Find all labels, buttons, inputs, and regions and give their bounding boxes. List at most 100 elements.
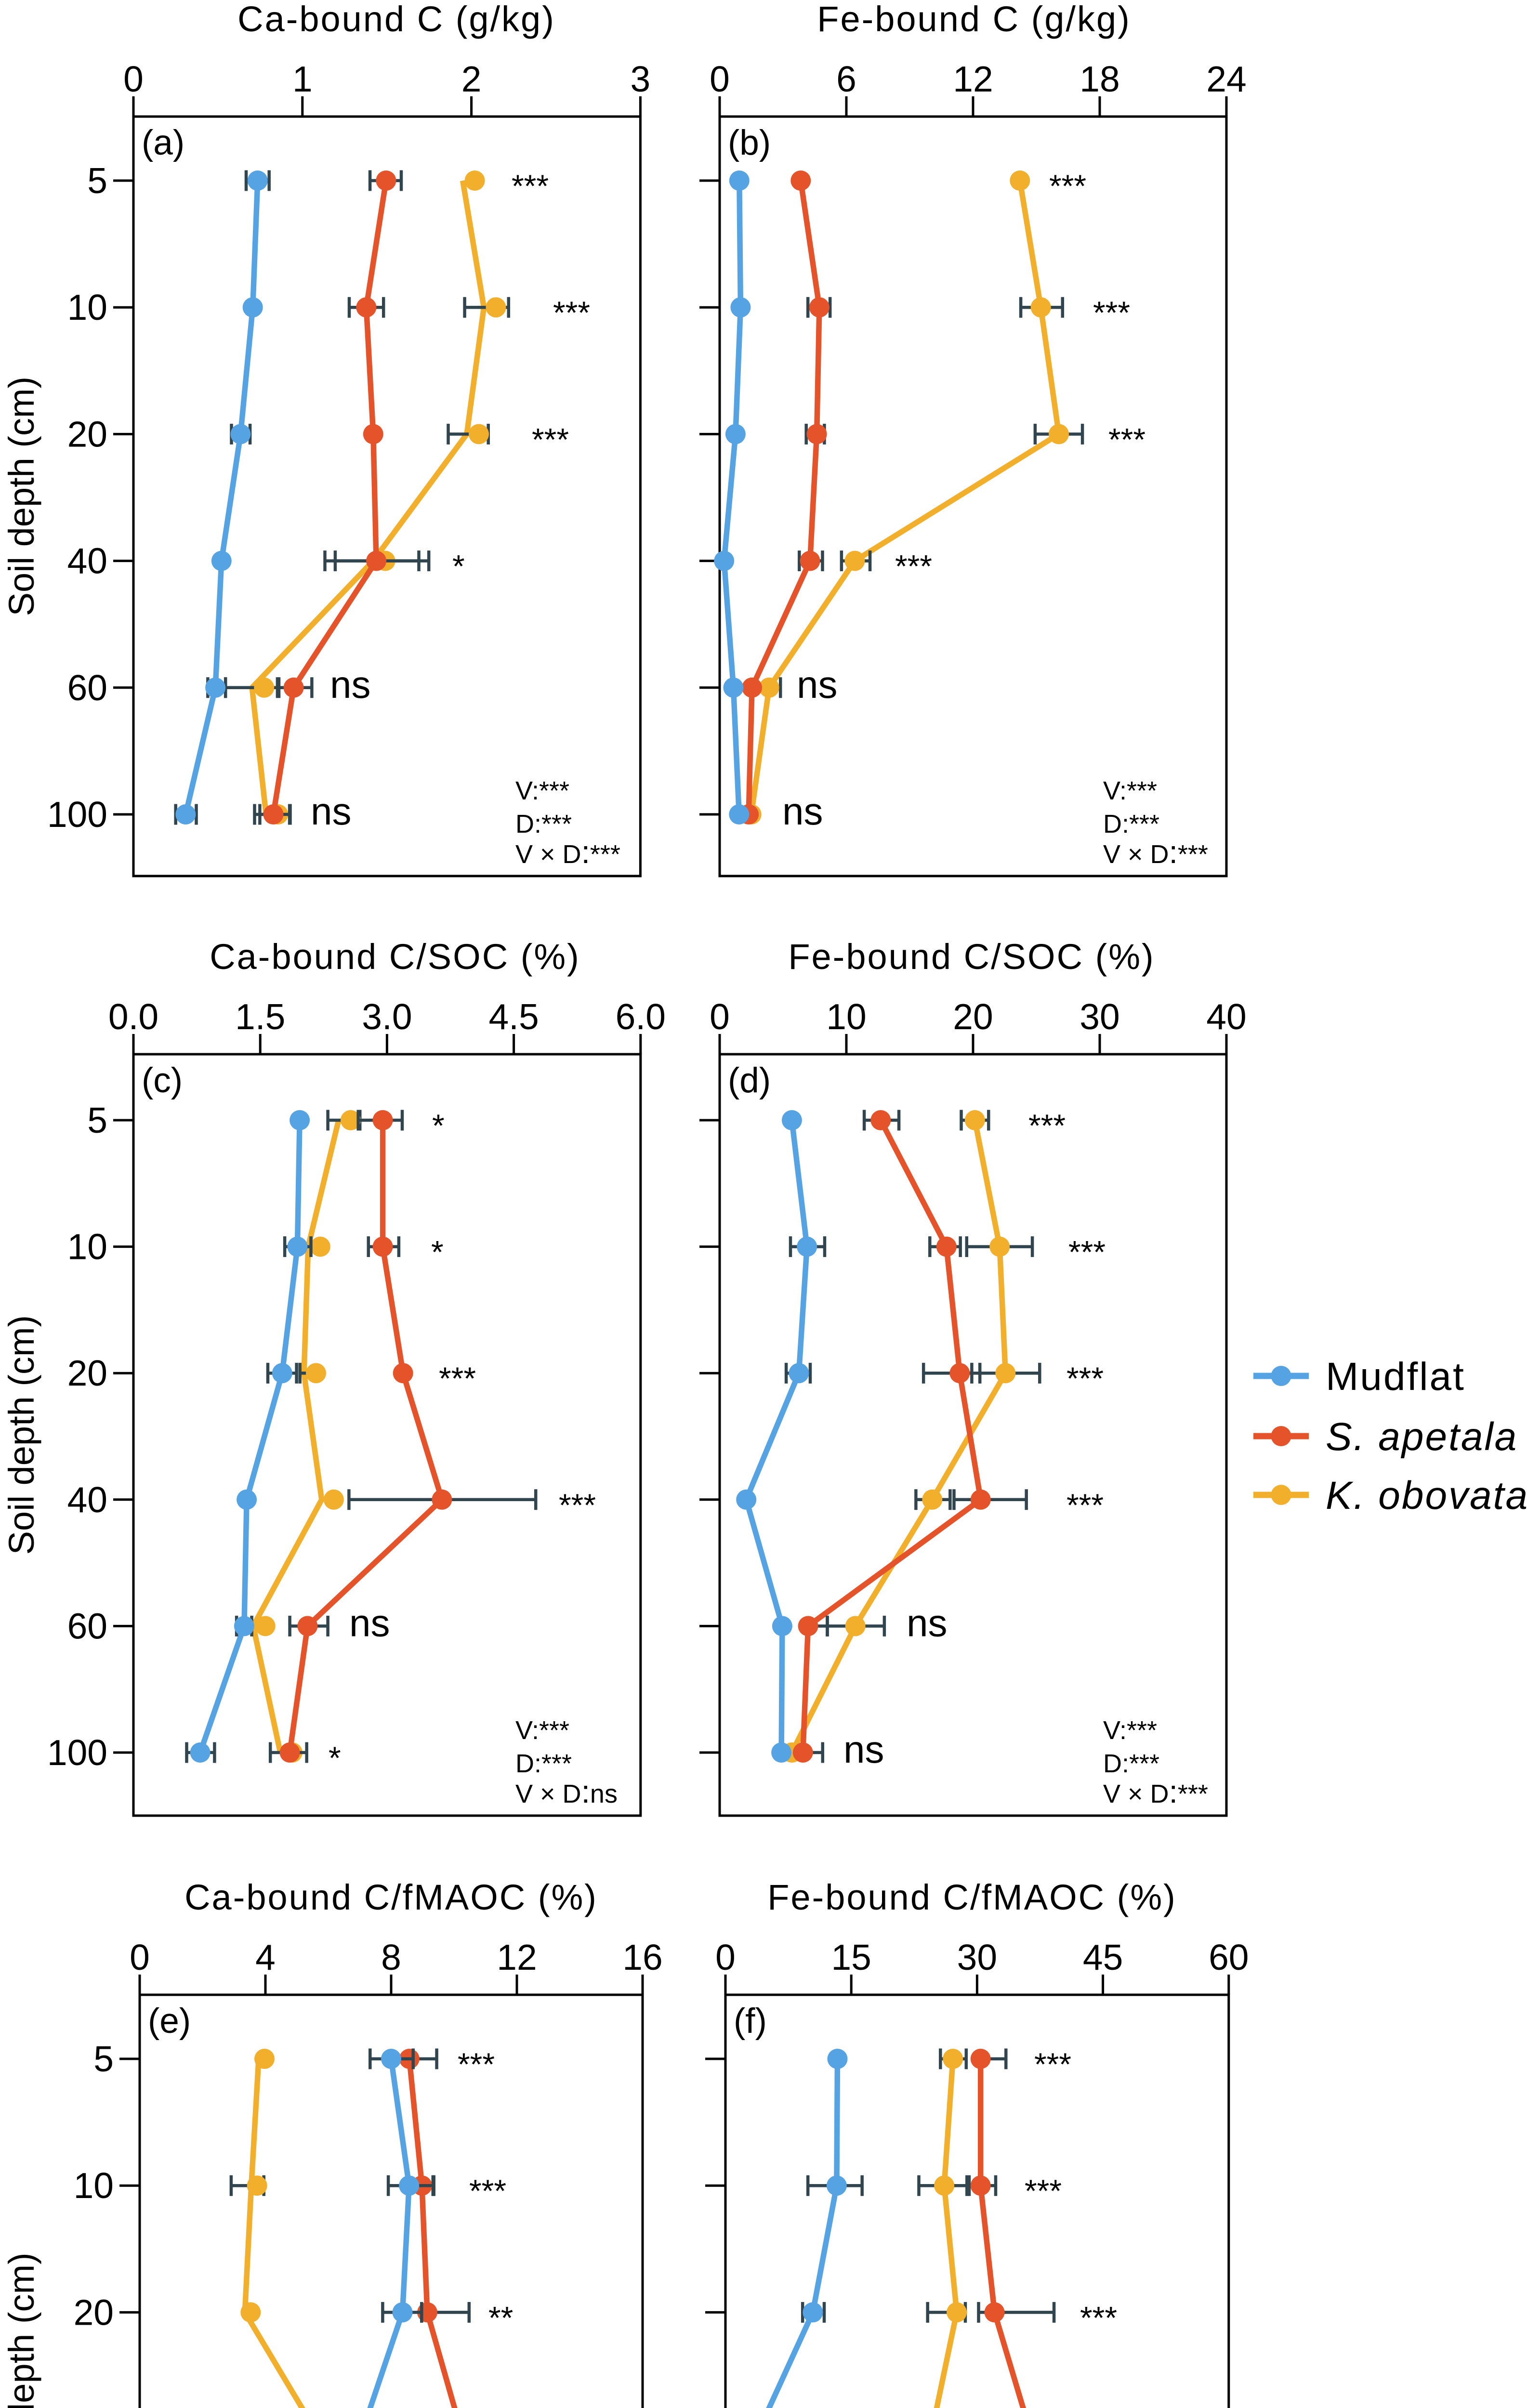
svg-text:20: 20 <box>67 414 107 454</box>
svg-text:***: *** <box>1068 1234 1106 1270</box>
svg-text:V × D:***: V × D:*** <box>1103 1774 1208 1809</box>
svg-text:5: 5 <box>93 2039 114 2079</box>
svg-text:***: *** <box>1080 2300 1117 2335</box>
svg-text:D:***: D:*** <box>515 810 572 838</box>
svg-text:***: *** <box>1028 1108 1066 1143</box>
svg-text:(f): (f) <box>734 2002 767 2041</box>
svg-text:4.5: 4.5 <box>488 996 539 1037</box>
svg-text:40: 40 <box>67 541 107 581</box>
svg-text:S. apetala: S. apetala <box>1326 1415 1518 1459</box>
svg-text:Fe-bound C (g/kg): Fe-bound C (g/kg) <box>817 0 1131 39</box>
svg-text:20: 20 <box>953 996 993 1037</box>
svg-text:*: * <box>432 1108 445 1143</box>
svg-text:ns: ns <box>907 1601 948 1644</box>
svg-text:0: 0 <box>710 996 730 1037</box>
svg-text:***: *** <box>1049 168 1086 204</box>
svg-text:D:***: D:*** <box>515 1749 572 1778</box>
svg-text:40: 40 <box>1206 996 1246 1037</box>
svg-text:18: 18 <box>1079 59 1119 99</box>
svg-text:***: *** <box>439 1361 476 1396</box>
svg-text:0: 0 <box>123 59 144 99</box>
svg-text:16: 16 <box>622 1937 662 1977</box>
svg-text:(c): (c) <box>142 1061 183 1100</box>
svg-text:6.0: 6.0 <box>616 996 666 1037</box>
svg-text:***: *** <box>1066 1487 1104 1523</box>
svg-text:*: * <box>329 1740 341 1776</box>
svg-text:10: 10 <box>67 287 107 327</box>
svg-text:ns: ns <box>797 663 838 706</box>
svg-text:10: 10 <box>67 1227 107 1267</box>
svg-text:Soil depth (cm): Soil depth (cm) <box>1 2252 41 2408</box>
svg-text:0: 0 <box>715 1937 736 1977</box>
svg-text:Mudflat: Mudflat <box>1326 1355 1465 1399</box>
svg-text:10: 10 <box>826 996 866 1037</box>
svg-text:4: 4 <box>255 1937 276 1977</box>
svg-text:Ca-bound C (g/kg): Ca-bound C (g/kg) <box>237 0 555 39</box>
svg-text:10: 10 <box>74 2165 114 2206</box>
svg-text:(a): (a) <box>142 123 184 162</box>
svg-text:45: 45 <box>1083 1937 1123 1977</box>
svg-text:Soil depth (cm): Soil depth (cm) <box>1 1315 41 1555</box>
svg-text:K. obovata: K. obovata <box>1326 1474 1527 1518</box>
svg-text:*: * <box>452 549 465 584</box>
svg-text:0.0: 0.0 <box>108 996 158 1037</box>
svg-text:30: 30 <box>957 1937 997 1977</box>
svg-text:(d): (d) <box>728 1061 771 1100</box>
svg-text:***: *** <box>1093 295 1130 330</box>
svg-text:5: 5 <box>87 1100 107 1140</box>
svg-text:0: 0 <box>130 1937 150 1977</box>
svg-text:100: 100 <box>47 794 107 835</box>
svg-text:30: 30 <box>1079 996 1119 1037</box>
svg-text:3.0: 3.0 <box>362 996 412 1037</box>
svg-text:D:***: D:*** <box>1103 1749 1159 1778</box>
svg-text:V × D:***: V × D:*** <box>1103 834 1208 870</box>
svg-text:V:***: V:*** <box>515 776 569 805</box>
svg-text:8: 8 <box>381 1937 401 1977</box>
svg-text:**: ** <box>488 2300 513 2335</box>
svg-text:100: 100 <box>47 1732 107 1773</box>
svg-text:V × D:***: V × D:*** <box>515 834 620 870</box>
svg-text:40: 40 <box>67 1479 107 1520</box>
svg-text:Fe-bound C/SOC (%): Fe-bound C/SOC (%) <box>788 937 1155 977</box>
svg-text:V × D:ns: V × D:ns <box>515 1774 618 1809</box>
svg-text:V:***: V:*** <box>1103 1716 1157 1745</box>
svg-text:5: 5 <box>87 160 107 201</box>
svg-text:(b): (b) <box>728 123 771 162</box>
svg-text:*: * <box>431 1234 444 1270</box>
svg-text:***: *** <box>1034 2046 1071 2082</box>
svg-text:Fe-bound C/fMAOC (%): Fe-bound C/fMAOC (%) <box>767 1877 1177 1917</box>
svg-text:Ca-bound C/SOC (%): Ca-bound C/SOC (%) <box>210 937 580 977</box>
svg-text:***: *** <box>1108 421 1145 457</box>
svg-text:15: 15 <box>831 1937 871 1977</box>
svg-text:***: *** <box>895 549 932 584</box>
svg-text:D:***: D:*** <box>1103 810 1159 838</box>
svg-text:***: *** <box>512 168 549 204</box>
svg-text:1: 1 <box>292 59 313 99</box>
svg-text:ns: ns <box>843 1728 884 1771</box>
svg-text:V:***: V:*** <box>1103 776 1157 805</box>
svg-text:0: 0 <box>710 59 730 99</box>
svg-text:24: 24 <box>1206 59 1246 99</box>
svg-text:***: *** <box>1025 2173 1062 2209</box>
svg-text:20: 20 <box>67 1353 107 1393</box>
svg-text:ns: ns <box>330 663 371 706</box>
svg-text:(e): (e) <box>148 2002 191 2041</box>
svg-text:***: *** <box>458 2046 495 2082</box>
svg-text:20: 20 <box>74 2292 114 2332</box>
svg-text:ns: ns <box>782 790 823 833</box>
svg-text:V:***: V:*** <box>515 1716 569 1745</box>
svg-text:60: 60 <box>67 1606 107 1646</box>
svg-text:ns: ns <box>311 790 352 833</box>
svg-text:2: 2 <box>461 59 482 99</box>
svg-text:***: *** <box>532 421 569 457</box>
svg-text:***: *** <box>1066 1361 1104 1396</box>
svg-text:6: 6 <box>836 59 856 99</box>
svg-text:60: 60 <box>67 667 107 708</box>
svg-text:Soil depth (cm): Soil depth (cm) <box>1 377 41 616</box>
svg-text:12: 12 <box>953 59 993 99</box>
svg-text:***: *** <box>553 295 590 330</box>
svg-text:***: *** <box>559 1487 596 1523</box>
svg-text:60: 60 <box>1209 1937 1249 1977</box>
svg-text:3: 3 <box>631 59 651 99</box>
svg-text:1.5: 1.5 <box>235 996 285 1037</box>
